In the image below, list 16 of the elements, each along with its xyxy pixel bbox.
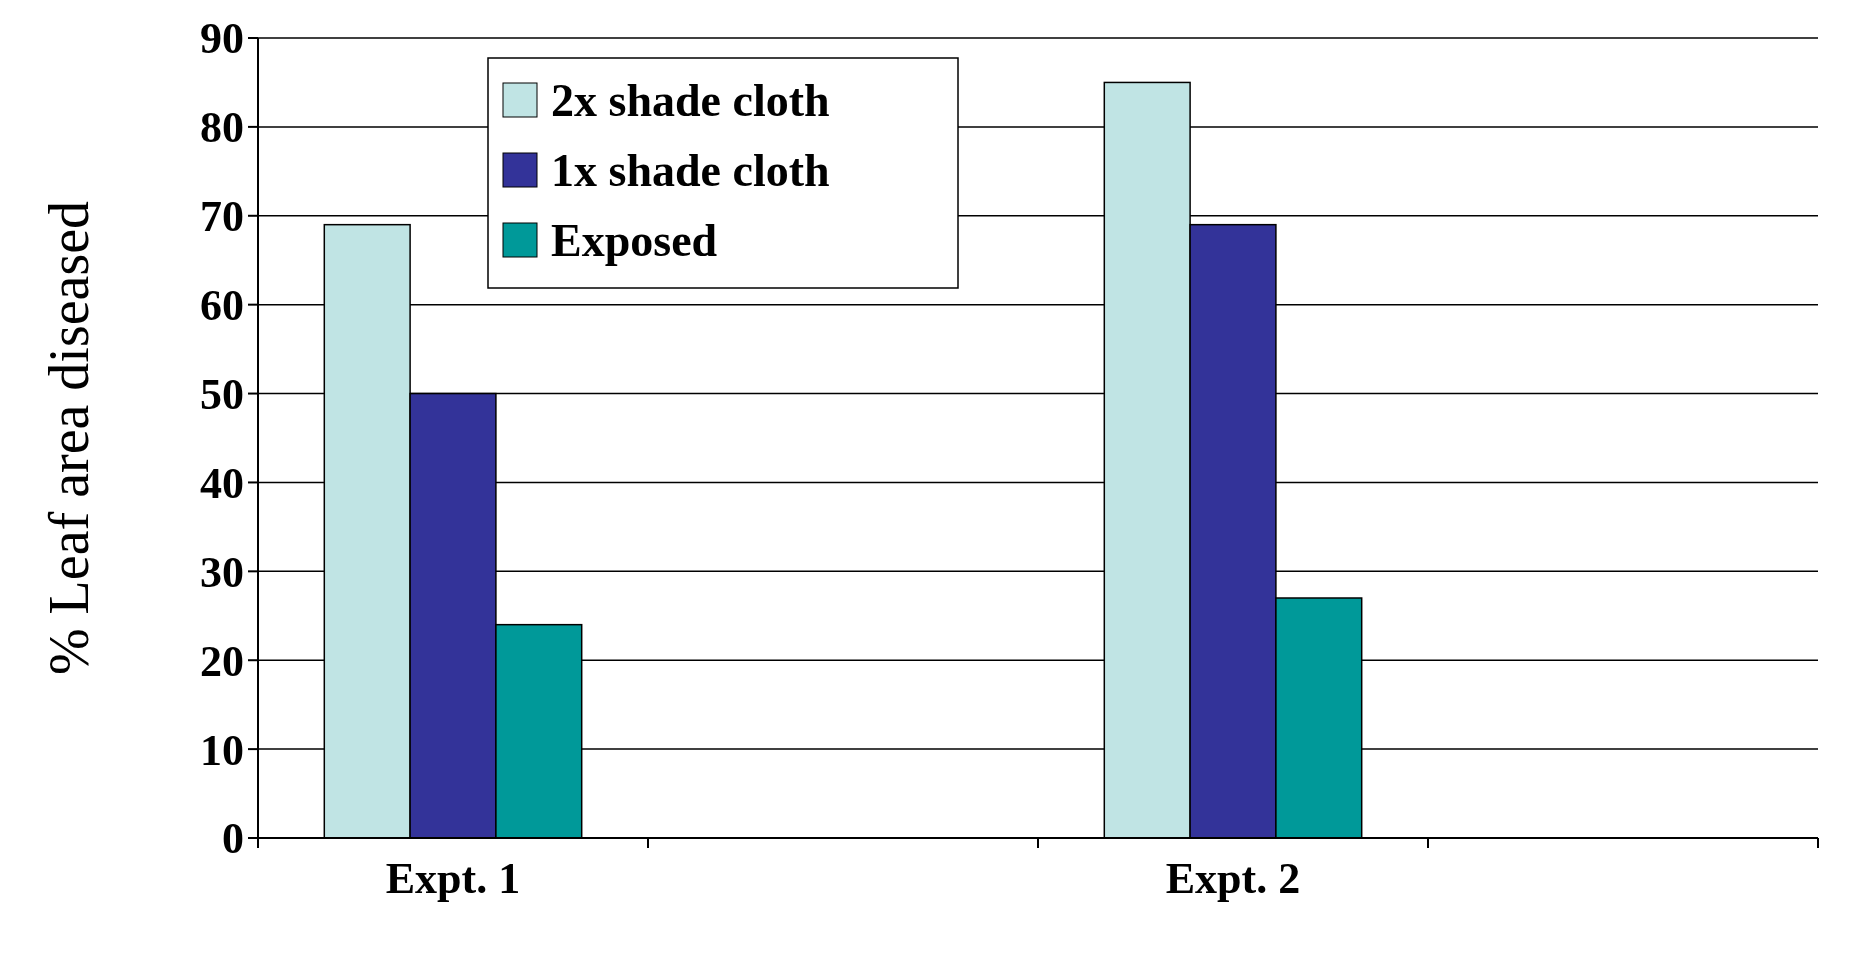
y-tick-label: 30 (200, 547, 244, 597)
y-tick-label: 40 (200, 458, 244, 508)
y-tick-label: 20 (200, 636, 244, 686)
x-tick-label: Expt. 2 (1165, 854, 1301, 903)
y-tick-label: 50 (200, 369, 244, 419)
y-tick-label: 0 (222, 814, 244, 864)
legend-label: 1x shade cloth (551, 145, 830, 197)
legend-label: Exposed (551, 215, 718, 267)
y-tick-label: 90 (200, 14, 244, 64)
y-tick-label: 60 (200, 281, 244, 331)
y-tick-label: 10 (200, 725, 244, 775)
x-tick-label: Expt. 1 (385, 854, 521, 903)
legend-label: 2x shade cloth (551, 75, 830, 127)
y-axis-title: % Leaf area diseased (38, 200, 100, 676)
y-tick-label: 70 (200, 192, 244, 242)
y-tick-label: 80 (200, 103, 244, 153)
